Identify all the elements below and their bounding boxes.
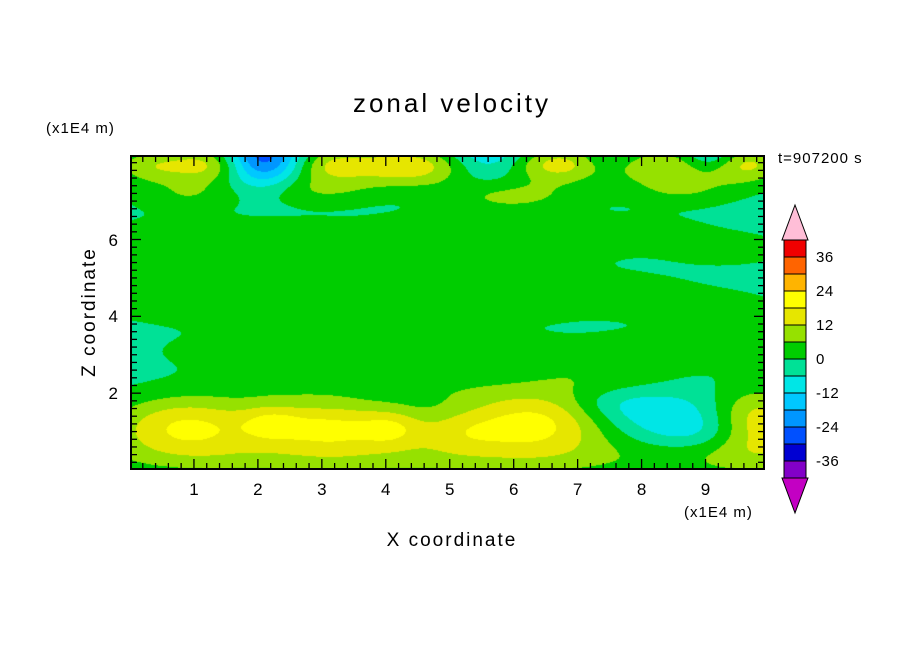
colorbar-label: 12 [816, 317, 834, 334]
plot-frame-and-ticks [130, 155, 765, 470]
colorbar-band [783, 409, 807, 428]
colorbar-under-arrow [781, 477, 809, 515]
y-tick-label: 6 [108, 230, 118, 250]
x-axis-unit-label: (x1E4 m) [684, 504, 753, 521]
contour-field-canvas [130, 155, 765, 470]
colorbar-label: 24 [816, 283, 834, 300]
x-tick-label: 5 [445, 480, 455, 499]
colorbar-label: 36 [816, 249, 834, 266]
colorbar-band [783, 426, 807, 445]
x-tick-label: 1 [189, 480, 199, 499]
x-tick-label: 9 [700, 480, 711, 499]
colorbar-band [783, 307, 807, 326]
colorbar-label: -12 [816, 385, 839, 402]
x-tick-label: 3 [317, 480, 327, 499]
colorbar-band [783, 443, 807, 462]
x-tick-label: 7 [572, 480, 583, 499]
colorbar-label: -36 [816, 453, 839, 470]
time-label: t=907200 s [778, 150, 863, 167]
colorbar: 36 24 12 0 -12 -24 -36 [781, 203, 839, 515]
x-tick-label: 4 [381, 480, 391, 499]
chart-title: zonal velocity [352, 88, 552, 118]
colorbar-over-arrow [781, 203, 809, 241]
colorbar-label: 0 [816, 351, 825, 368]
plot-border [130, 155, 765, 470]
colorbar-band [783, 341, 807, 360]
colorbar-band [783, 324, 807, 343]
colorbar-band [783, 273, 807, 292]
colorbar-band [783, 358, 807, 377]
colorbar-band [783, 375, 807, 394]
z-axis-unit-label: (x1E4 m) [46, 120, 115, 137]
colorbar-band [783, 460, 807, 479]
x-tick-label: 8 [636, 480, 647, 499]
y-tick-label: 4 [108, 307, 118, 327]
colorbar-band [783, 239, 807, 258]
colorbar-band [783, 392, 807, 411]
y-tick-label: 2 [108, 384, 118, 404]
colorbar-label: -24 [816, 419, 839, 436]
x-tick-label: 6 [508, 480, 519, 499]
x-axis-title: X coordinate [386, 530, 518, 551]
x-tick-label: 2 [253, 480, 263, 499]
colorbar-band [783, 256, 807, 275]
colorbar-band [783, 290, 807, 309]
